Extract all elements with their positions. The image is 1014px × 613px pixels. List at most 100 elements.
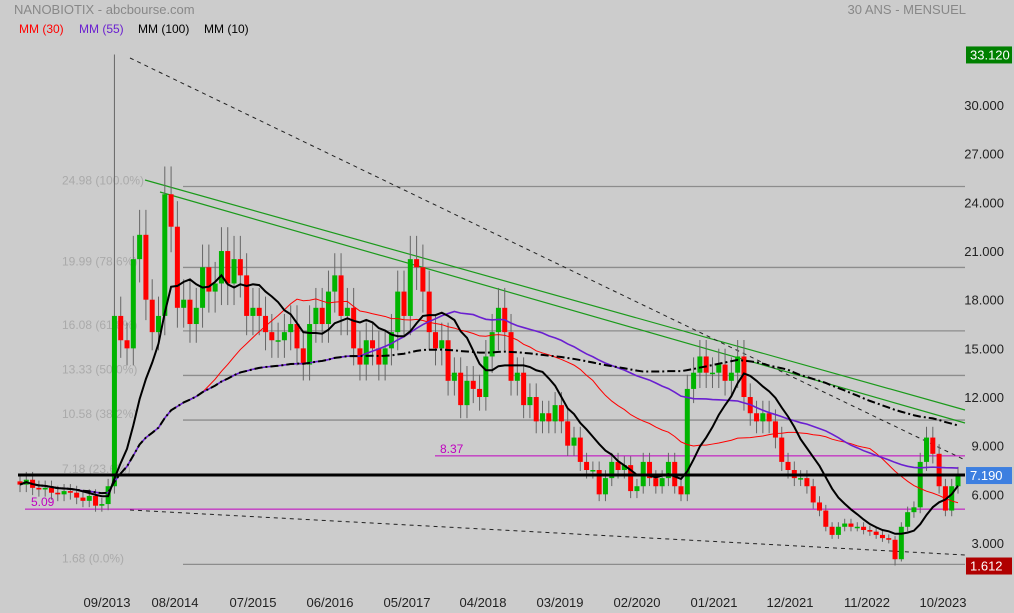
candle-up	[842, 523, 848, 527]
candle-up	[540, 413, 546, 422]
candle-up	[911, 507, 917, 513]
candle-down	[124, 340, 130, 349]
fib-level-label: 24.98 (100.0%)	[62, 173, 144, 187]
candle-up	[155, 315, 161, 333]
legend-ma10[interactable]: MM (10)	[204, 22, 249, 36]
candle-down	[867, 530, 873, 532]
candle-down	[432, 332, 438, 349]
ma55-line	[19, 310, 959, 494]
candle-up	[307, 324, 313, 365]
candle-down	[55, 492, 61, 495]
candle-down	[244, 275, 250, 316]
dashed-trendline-bottom	[129, 509, 966, 556]
x-tick-label: 12/2021	[767, 595, 814, 610]
candle-down	[817, 502, 823, 511]
candle-up	[552, 405, 558, 422]
candle-down	[351, 307, 357, 349]
candle-up	[325, 291, 331, 325]
candle-down	[829, 526, 835, 535]
legend-ma100[interactable]: MM (100)	[138, 22, 190, 36]
candle-up	[332, 275, 338, 292]
candle-up	[621, 465, 627, 471]
candle-up	[924, 437, 930, 462]
price-tag-low-label: 1.612	[970, 559, 1003, 574]
candle-up	[395, 291, 401, 333]
candle-down	[766, 413, 772, 422]
candle-down	[477, 388, 483, 398]
fib-level-label: 1.68 (0.0%)	[62, 551, 124, 565]
candle-up	[709, 372, 715, 375]
candle-up	[61, 491, 67, 495]
candle-down	[263, 315, 269, 333]
candle-up	[634, 486, 640, 492]
y-tick-label: 27.000	[964, 147, 1004, 162]
period-label: 30 ANS - MENSUEL	[847, 2, 967, 17]
resistance-trendline-lower	[159, 191, 966, 424]
candle-down	[376, 348, 382, 365]
candle-down	[772, 421, 778, 438]
candle-down	[300, 348, 306, 365]
y-tick-label: 12.000	[964, 390, 1004, 405]
candle-up	[716, 364, 722, 373]
candle-up	[288, 324, 294, 333]
candle-up	[905, 512, 911, 527]
candle-up	[439, 340, 445, 349]
candle-up	[363, 340, 369, 365]
candle-down	[703, 356, 709, 373]
chart-title: NANOBIOTIX - abcbourse.com	[14, 2, 195, 17]
candle-up	[854, 526, 860, 529]
candle-up	[609, 461, 615, 479]
candle-up	[798, 478, 804, 480]
candle-down	[596, 470, 602, 495]
candle-up	[218, 251, 224, 284]
fib-level-label: 16.08 (61.8%)	[62, 318, 137, 332]
candle-up	[281, 332, 287, 341]
candle-down	[338, 275, 344, 316]
candle-down	[187, 299, 193, 325]
candle-down	[470, 380, 476, 389]
candle-down	[653, 478, 659, 487]
price-tag-low	[966, 557, 1012, 575]
candle-down	[930, 437, 936, 454]
candle-up	[684, 388, 690, 495]
x-tick-label: 01/2021	[691, 595, 738, 610]
candle-up	[231, 259, 237, 284]
candle-down	[804, 478, 810, 487]
candle-down	[741, 356, 747, 398]
candle-down	[294, 324, 300, 349]
candle-down	[168, 194, 174, 227]
candle-down	[886, 538, 892, 540]
candle-up	[344, 307, 350, 316]
candle-down	[810, 486, 816, 503]
candle-up	[483, 356, 489, 398]
y-tick-label: 3.000	[971, 536, 1004, 551]
candle-up	[602, 478, 608, 495]
x-tick-label: 07/2015	[230, 595, 277, 610]
candle-up	[659, 478, 665, 487]
candle-up	[162, 194, 168, 316]
candle-up	[130, 259, 136, 349]
candle-down	[628, 465, 634, 492]
price-tag-high	[966, 46, 1012, 64]
candle-up	[193, 307, 199, 325]
candle-down	[678, 486, 684, 495]
candle-down	[445, 340, 451, 381]
y-tick-label: 15.000	[964, 341, 1004, 356]
candle-down	[206, 267, 212, 292]
candle-up	[760, 413, 766, 422]
legend-ma30[interactable]: MM (30)	[19, 22, 64, 36]
candle-down	[149, 299, 155, 333]
candle-up	[691, 372, 697, 389]
candle-down	[174, 226, 180, 308]
candle-down	[426, 291, 432, 333]
legend-ma55[interactable]: MM (55)	[79, 22, 124, 36]
y-tick-label: 21.000	[964, 244, 1004, 259]
candle-down	[873, 531, 879, 535]
candle-down	[256, 307, 262, 316]
candle-up	[464, 380, 470, 406]
candle-up	[489, 332, 495, 357]
candle-down	[558, 405, 564, 422]
candle-down	[118, 315, 124, 341]
candle-up	[728, 372, 734, 381]
